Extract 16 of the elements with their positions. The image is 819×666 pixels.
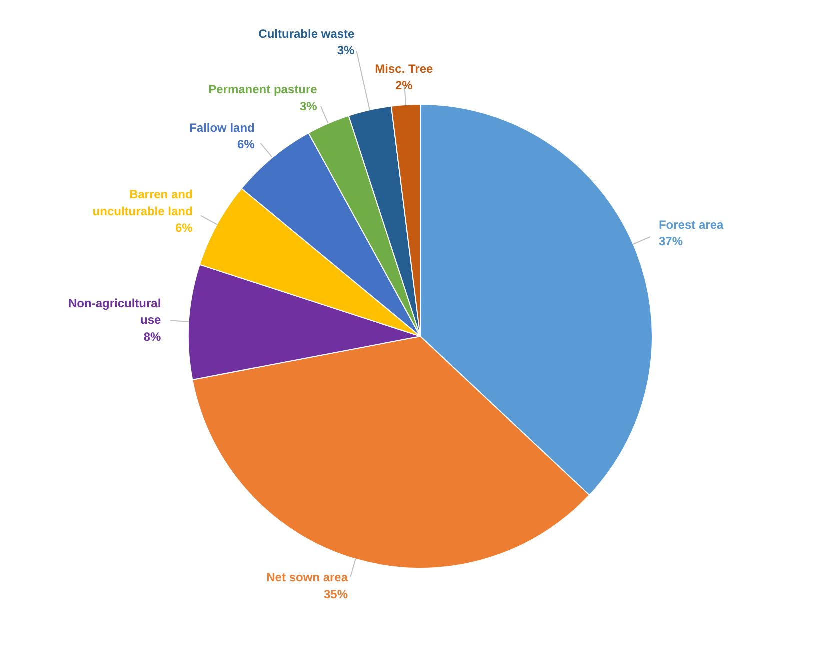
- slice-label: Non-agricultural use: [68, 296, 162, 328]
- data-label: 6%: [238, 138, 256, 152]
- data-label: 3%: [337, 44, 356, 58]
- data-label: 3%: [300, 99, 318, 114]
- slice-label: Culturable waste: [258, 26, 356, 41]
- slice-label: Fallow land: [190, 120, 255, 135]
- slice-label: Barren and unculturable land: [92, 188, 193, 218]
- data-label: 8%: [144, 330, 162, 344]
- data-label: 37%: [658, 234, 684, 249]
- data-label: 2%: [396, 78, 414, 93]
- data-label: 6%: [175, 221, 194, 236]
- slice-label: Permanent pasture: [208, 82, 318, 97]
- slice-label: Misc. Tree: [375, 62, 434, 76]
- slice-label: Net sown area: [266, 570, 348, 585]
- data-label: 35%: [324, 587, 348, 602]
- slice-label: Forest area: [658, 218, 724, 232]
